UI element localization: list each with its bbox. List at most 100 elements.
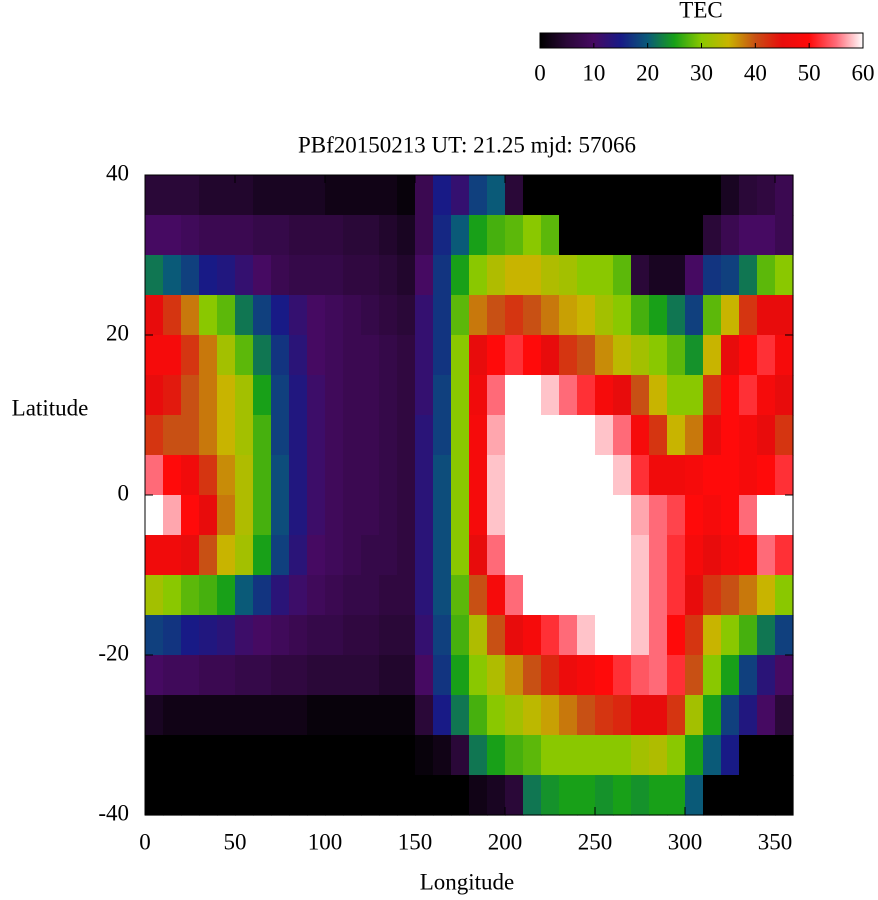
heatmap-cell xyxy=(685,655,704,696)
heatmap-cell xyxy=(559,575,578,616)
heatmap-cell xyxy=(721,375,740,416)
heatmap-cell xyxy=(469,335,488,376)
heatmap-cell xyxy=(703,175,722,216)
heatmap-cell xyxy=(667,495,686,536)
heatmap-cell xyxy=(613,575,632,616)
heatmap-cell xyxy=(721,695,740,736)
heatmap-cell xyxy=(379,255,398,296)
heatmap-cell xyxy=(271,415,290,456)
heatmap-cell xyxy=(379,335,398,376)
heatmap-cell xyxy=(379,655,398,696)
heatmap-cell xyxy=(307,575,326,616)
heatmap-cell xyxy=(307,655,326,696)
heatmap-cell xyxy=(415,615,434,656)
heatmap-cell xyxy=(541,175,560,216)
heatmap-cell xyxy=(487,695,506,736)
heatmap-cell xyxy=(397,295,416,336)
heatmap-cell xyxy=(541,415,560,456)
heatmap-cell xyxy=(685,695,704,736)
heatmap-cell xyxy=(199,775,218,816)
heatmap-cell xyxy=(667,375,686,416)
heatmap-cell xyxy=(181,175,200,216)
heatmap-cell xyxy=(289,495,308,536)
heatmap-cell xyxy=(685,455,704,496)
heatmap-cell xyxy=(577,615,596,656)
heatmap-cell xyxy=(271,655,290,696)
heatmap-cell xyxy=(181,415,200,456)
heatmap-cell xyxy=(505,775,524,816)
heatmap-cell xyxy=(145,415,164,456)
heatmap-cell xyxy=(271,495,290,536)
heatmap-cell xyxy=(217,575,236,616)
heatmap-cell xyxy=(253,495,272,536)
heatmap-cell xyxy=(361,175,380,216)
heatmap-cell xyxy=(217,615,236,656)
heatmap-cell xyxy=(649,255,668,296)
heatmap-cell xyxy=(181,375,200,416)
heatmap-cell xyxy=(271,295,290,336)
heatmap-cell xyxy=(703,215,722,256)
heatmap-cell xyxy=(433,535,452,576)
heatmap-cell xyxy=(433,615,452,656)
heatmap-cell xyxy=(721,495,740,536)
heatmap-cell xyxy=(595,255,614,296)
heatmap-cell xyxy=(613,255,632,296)
heatmap-cell xyxy=(163,655,182,696)
heatmap-cell xyxy=(505,655,524,696)
heatmap-cell xyxy=(595,175,614,216)
heatmap-cell xyxy=(631,775,650,816)
heatmap-cell xyxy=(199,175,218,216)
heatmap-cell xyxy=(487,535,506,576)
heatmap-cell xyxy=(415,695,434,736)
heatmap-cell xyxy=(289,575,308,616)
heatmap-cell xyxy=(415,175,434,216)
heatmap-cell xyxy=(613,615,632,656)
heatmap-cell xyxy=(163,455,182,496)
heatmap-cell xyxy=(775,215,794,256)
heatmap-cell xyxy=(775,495,794,536)
heatmap-cell xyxy=(685,495,704,536)
heatmap-cell xyxy=(217,455,236,496)
heatmap-cell xyxy=(523,255,542,296)
heatmap-cell xyxy=(739,255,758,296)
heatmap-cell xyxy=(253,615,272,656)
heatmap-cell xyxy=(379,535,398,576)
heatmap-cell xyxy=(217,175,236,216)
heatmap-cell xyxy=(577,335,596,376)
heatmap-cell xyxy=(379,215,398,256)
heatmap-cell xyxy=(361,615,380,656)
heatmap-cell xyxy=(289,775,308,816)
heatmap-cell xyxy=(685,295,704,336)
heatmap-cell xyxy=(613,495,632,536)
heatmap-cell xyxy=(685,375,704,416)
heatmap-cell xyxy=(595,535,614,576)
x-tick-label: 300 xyxy=(668,829,703,854)
heatmap-cell xyxy=(271,535,290,576)
heatmap-cell xyxy=(361,255,380,296)
heatmap-cell xyxy=(181,215,200,256)
heatmap-cell xyxy=(505,255,524,296)
heatmap-cell xyxy=(181,695,200,736)
heatmap-cell xyxy=(757,175,776,216)
heatmap-cell xyxy=(739,735,758,776)
heatmap-cell xyxy=(649,535,668,576)
heatmap-cell xyxy=(235,375,254,416)
chart-title: PBf20150213 UT: 21.25 mjd: 57066 xyxy=(298,132,636,157)
heatmap-cell xyxy=(739,455,758,496)
heatmap-cell xyxy=(433,655,452,696)
heatmap-cell xyxy=(415,295,434,336)
heatmap-cell xyxy=(487,215,506,256)
heatmap-cell xyxy=(199,695,218,736)
heatmap-cell xyxy=(181,255,200,296)
heatmap-cell xyxy=(559,255,578,296)
x-tick-label: 350 xyxy=(758,829,793,854)
heatmap-cell xyxy=(649,455,668,496)
heatmap-cell xyxy=(289,215,308,256)
heatmap-cell xyxy=(289,455,308,496)
heatmap-cell xyxy=(343,175,362,216)
heatmap-cell xyxy=(397,735,416,776)
heatmap-cell xyxy=(631,495,650,536)
heatmap-cell xyxy=(703,655,722,696)
heatmap-cell xyxy=(235,775,254,816)
heatmap-cell xyxy=(415,775,434,816)
